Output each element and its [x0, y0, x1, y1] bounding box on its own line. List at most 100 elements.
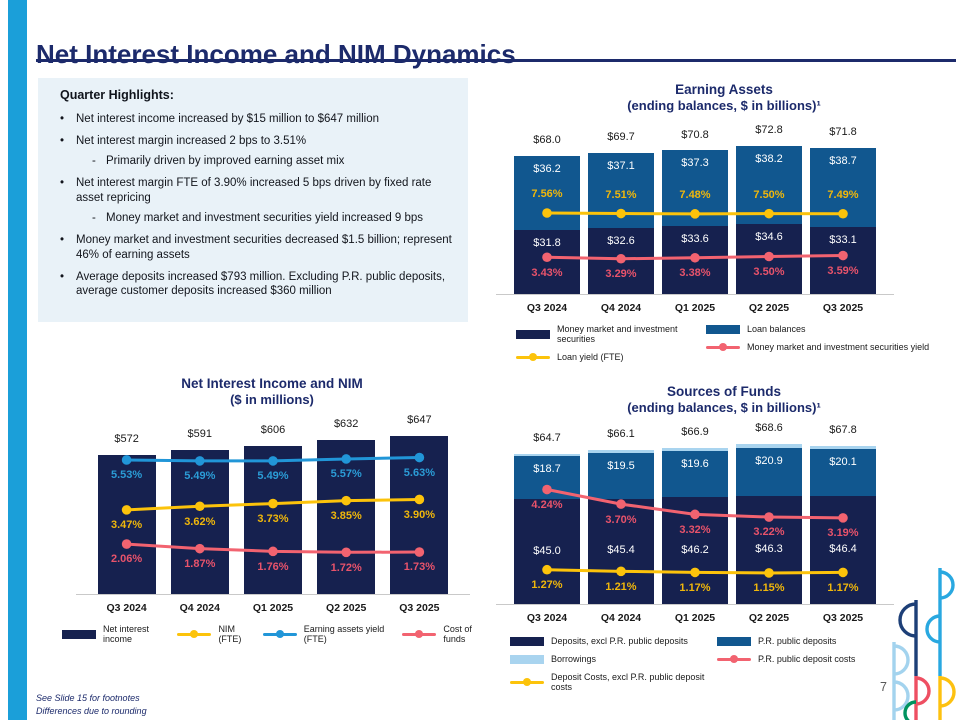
category-label: Q1 2025 [252, 602, 294, 615]
legend-swatch-rect [510, 636, 544, 646]
highlight-text: Net interest margin increased 2 bps to 3… [76, 134, 307, 147]
legend-swatch-rect [706, 324, 740, 334]
line-value-label: 3.59% [827, 264, 859, 277]
total-label: $572 [114, 432, 139, 445]
data-point [268, 546, 278, 557]
data-point [121, 539, 132, 550]
data-point [121, 505, 132, 516]
line-value-label: 7.49% [827, 189, 859, 202]
line-value-label: 7.48% [679, 189, 711, 202]
line-value-label: 1.21% [605, 580, 637, 593]
legend-column: P.R. public deposits P.R. public deposit … [717, 636, 956, 692]
legend-label: Borrowings [551, 654, 597, 665]
title-underline [36, 59, 956, 62]
data-point [764, 209, 774, 219]
chart-subtitle: (ending balances, $ in billions)¹ [627, 98, 821, 114]
category-label: Q1 2025 [674, 302, 716, 315]
legend-item: Loan balances [706, 324, 956, 334]
chart-legend: Money market and investment securities Lo… [516, 324, 956, 362]
line-value-label: 3.73% [257, 513, 289, 525]
line-value-label: 7.50% [753, 189, 785, 202]
bar-value-label: $34.6 [755, 231, 783, 244]
total-label: $66.1 [607, 428, 635, 441]
x-axis-line [76, 594, 470, 596]
bar-segment [736, 444, 802, 448]
legend-label: Deposits, excl P.R. public deposits [551, 636, 688, 647]
legend-item: Borrowings [510, 654, 717, 664]
data-point [542, 565, 552, 575]
bar-segment [662, 448, 728, 451]
bar-segment [514, 499, 580, 605]
series-lines [542, 208, 848, 264]
chart-legend: Deposits, excl P.R. public deposits Borro… [510, 636, 956, 692]
bullet-marker: • [60, 113, 65, 125]
line-value-label: 1.15% [753, 582, 785, 595]
logo-red-stroke [914, 676, 931, 720]
data-point [414, 453, 425, 463]
page-title: Net Interest Income and NIM Dynamics [36, 39, 516, 70]
line-value-label: 3.47% [110, 519, 143, 532]
legend-swatch-dot [719, 343, 727, 352]
bar-value-label: $32.6 [607, 235, 635, 248]
data-point [542, 485, 552, 495]
data-point [764, 568, 774, 579]
line-value-label: 3.62% [184, 515, 216, 528]
logo-lightblue-stroke [892, 642, 910, 720]
bar-segment [810, 227, 876, 295]
legend-label: Loan balances [747, 324, 806, 335]
legend-item: P.R. public deposits [717, 636, 956, 646]
category-label: Q3 2025 [822, 612, 864, 625]
bar-segment [662, 450, 728, 497]
legend-item: Money market and investment securities y… [706, 342, 956, 352]
x-axis-line [496, 604, 894, 606]
logo-navy-stroke [898, 600, 918, 676]
data-point [268, 456, 278, 467]
page-number: 7 [880, 680, 887, 694]
data-point [341, 496, 351, 506]
bullet-marker: • [60, 270, 65, 283]
line-value-label: 7.56% [531, 188, 563, 201]
bar-value-label: $37.3 [681, 157, 709, 170]
bar-value-label: $46.2 [681, 543, 709, 556]
total-label: $66.9 [681, 426, 709, 439]
bullet-marker: - [92, 211, 96, 224]
category-label: Q2 2025 [748, 302, 790, 315]
line-value-label: 3.32% [679, 523, 711, 536]
data-point [838, 513, 848, 524]
bar-value-label: $46.4 [829, 543, 857, 556]
logo-yellow-stroke [938, 676, 956, 720]
legend-item: Deposit Costs, excl P.R. public deposit … [510, 672, 717, 692]
data-point [616, 499, 626, 510]
total-label: $632 [333, 418, 359, 431]
highlight-text: Money market and investment securities y… [106, 211, 424, 224]
logo-cyan-stroke [925, 568, 955, 676]
brand-logo [892, 568, 956, 720]
line-value-label: 3.43% [531, 266, 563, 279]
series-lines [542, 485, 848, 579]
bar-value-label: $19.6 [681, 457, 709, 470]
data-point [690, 253, 700, 264]
line-value-label: 1.87% [184, 558, 216, 571]
bullet-marker: • [60, 176, 65, 189]
footnotes: See Slide 15 for footnotes Differences d… [36, 692, 147, 717]
legend-item: Net interest income [62, 624, 162, 644]
legend-item: Earning assets yield (FTE) [262, 624, 388, 644]
legend-label: Money market and investment securities y… [747, 342, 930, 353]
line-value-label: 3.50% [753, 265, 785, 278]
category-label: Q4 2024 [600, 302, 642, 315]
slide-accent-bar [8, 0, 27, 720]
legend-label: Net interest income [103, 624, 150, 645]
total-label: $69.7 [607, 130, 635, 143]
legend-swatch-rect [510, 654, 544, 664]
bar-value-label: $46.3 [755, 543, 783, 556]
data-point [690, 509, 700, 520]
bar-value-label: $20.1 [829, 456, 857, 469]
highlight-text: Net interest margin FTE of 3.90% increas… [76, 176, 432, 204]
total-label: $70.8 [681, 128, 709, 141]
highlight-item: - Money market and investment securities … [50, 211, 456, 226]
line-value-label: 1.17% [827, 581, 859, 594]
chart-legend: Net interest income NIM (FTE) Earning asse… [62, 624, 482, 644]
highlight-text: Money market and investment securities d… [76, 233, 452, 261]
category-label: Q2 2025 [748, 612, 790, 625]
